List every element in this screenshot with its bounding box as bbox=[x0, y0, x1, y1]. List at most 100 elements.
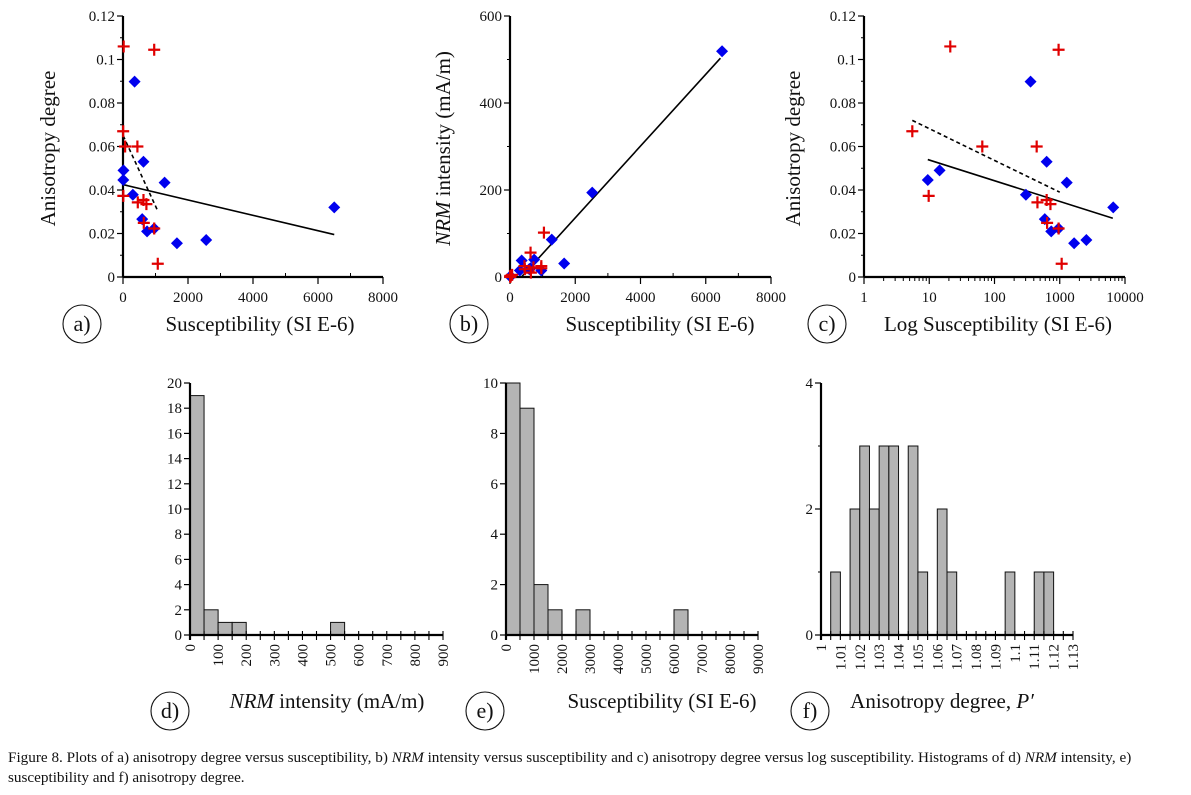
panel-label-circle bbox=[807, 304, 847, 344]
data-point-blue bbox=[128, 75, 141, 88]
y-tick-label: 10 bbox=[483, 376, 498, 392]
data-point-red bbox=[119, 140, 132, 153]
data-point-red bbox=[137, 216, 150, 229]
histogram-bar bbox=[1033, 571, 1045, 636]
data-point-blue bbox=[1080, 234, 1093, 247]
x-tick-label: 1.02 bbox=[853, 644, 869, 670]
y-tick-label: 600 bbox=[480, 9, 503, 25]
y-tick-label: 0 bbox=[849, 270, 857, 286]
data-point-blue bbox=[200, 234, 213, 247]
y-tick-label: 8 bbox=[175, 527, 183, 543]
x-tick-label: 1.03 bbox=[872, 644, 888, 670]
y-tick-label: 0.02 bbox=[89, 227, 115, 243]
y-axis-title-text: Anisotropy degree bbox=[781, 71, 805, 227]
data-point-red bbox=[976, 140, 989, 153]
histogram-bar bbox=[868, 508, 880, 636]
y-tick-label: 2 bbox=[175, 603, 183, 619]
data-point-blue bbox=[1024, 75, 1037, 88]
y-tick-label: 4 bbox=[491, 527, 499, 543]
data-point-red bbox=[117, 189, 130, 202]
data-point-red bbox=[1041, 216, 1054, 229]
x-axis-title-text: Anisotropy degree, bbox=[850, 689, 1016, 713]
x-tick-label: 0 bbox=[506, 290, 514, 306]
panel-label: b) bbox=[460, 311, 478, 336]
y-tick-label: 0 bbox=[491, 628, 499, 644]
y-tick-label: 6 bbox=[175, 552, 183, 568]
histogram-bar bbox=[830, 571, 841, 636]
chart-e: 0 2 4 6 8 10 0 1000 2000 3000 4000 5000 6000 7000 8000… bbox=[465, 376, 767, 731]
data-point-blue bbox=[513, 264, 526, 277]
x-axis-title: Susceptibility (SI E-6) bbox=[566, 312, 755, 336]
x-tick-label: 700 bbox=[380, 644, 396, 667]
y-tick-label: 0.12 bbox=[89, 9, 115, 25]
x-tick-label: 100 bbox=[983, 290, 1006, 306]
data-point-red bbox=[906, 125, 919, 138]
x-tick-label: 2000 bbox=[555, 644, 571, 674]
histogram-bar bbox=[505, 382, 521, 636]
x-tick-label: 1.08 bbox=[969, 644, 985, 670]
chart-c: 0 0.02 0.04 0.06 0.08 0.1 0.12 1 10 100 1000 10000 L… bbox=[781, 9, 1144, 344]
histogram-bar bbox=[330, 621, 346, 636]
histogram-bar bbox=[189, 395, 205, 636]
histogram-bar bbox=[1004, 571, 1016, 636]
x-tick-label: 200 bbox=[239, 644, 255, 667]
data-point-blue bbox=[328, 201, 341, 214]
x-tick-label: 3000 bbox=[583, 644, 599, 674]
histogram-bar bbox=[859, 445, 870, 636]
data-point-red bbox=[944, 40, 957, 53]
histogram-bar bbox=[907, 445, 919, 636]
x-tick-label: 100 bbox=[211, 644, 227, 667]
y-tick-label: 16 bbox=[167, 426, 183, 442]
data-point-blue bbox=[117, 164, 130, 177]
x-tick-label: 0 bbox=[119, 290, 127, 306]
caption-part: NRM bbox=[391, 749, 424, 766]
x-tick-label: 400 bbox=[295, 644, 311, 667]
data-point-blue bbox=[126, 188, 139, 201]
data-point-blue bbox=[921, 173, 934, 186]
x-axis-title: Susceptibility (SI E-6) bbox=[568, 689, 757, 713]
y-tick-label: 10 bbox=[167, 502, 182, 518]
y-tick-label: 0.04 bbox=[89, 183, 116, 199]
data-point-red bbox=[131, 140, 144, 153]
data-point-blue bbox=[1040, 155, 1053, 168]
x-tick-label: 600 bbox=[352, 644, 368, 667]
y-tick-label: 20 bbox=[167, 376, 182, 392]
data-point-blue bbox=[158, 176, 171, 189]
y-tick-label: 12 bbox=[167, 477, 182, 493]
x-tick-label: 10000 bbox=[1106, 290, 1144, 306]
panel-label: e) bbox=[476, 698, 493, 723]
y-tick-label: 200 bbox=[480, 183, 503, 199]
y-tick-label: 0.1 bbox=[96, 53, 115, 69]
histogram-bar bbox=[673, 609, 689, 636]
x-tick-label: 0 bbox=[183, 644, 199, 652]
trend-line-blue bbox=[122, 183, 335, 236]
figure-caption: Figure 8. Plots of a) anisotropy degree … bbox=[8, 748, 1188, 788]
x-tick-label: 900 bbox=[436, 644, 452, 667]
x-axis-title: Log Susceptibility (SI E-6) bbox=[884, 312, 1112, 336]
x-tick-label: 4000 bbox=[611, 644, 627, 674]
trend-line-blue bbox=[927, 158, 1114, 220]
data-point-red bbox=[151, 257, 164, 270]
x-axis-title-text: intensity (mA/m) bbox=[274, 689, 425, 713]
data-point-red bbox=[131, 196, 144, 209]
x-axis-title: Anisotropy degree, P′ bbox=[850, 689, 1034, 713]
x-tick-label: 1.06 bbox=[930, 644, 946, 671]
data-point-blue bbox=[117, 173, 130, 186]
x-tick-label: 6000 bbox=[691, 290, 721, 306]
trend-line-red bbox=[911, 119, 1061, 193]
y-tick-label: 2 bbox=[806, 502, 814, 518]
x-tick-label: 1000 bbox=[1045, 290, 1075, 306]
data-point-red bbox=[140, 198, 153, 211]
x-tick-label: 0 bbox=[499, 644, 515, 652]
x-axis-title: NRM intensity (mA/m) bbox=[229, 689, 425, 713]
data-point-red bbox=[148, 222, 161, 235]
y-axis-title-italic: NRM bbox=[431, 200, 455, 247]
panel-label-circle bbox=[465, 691, 505, 731]
y-tick-label: 0 bbox=[175, 628, 183, 644]
chart-a: 0 0.02 0.04 0.06 0.08 0.1 0.12 0 2000 4000 6000 800… bbox=[36, 9, 398, 344]
y-tick-label: 0.06 bbox=[830, 140, 857, 156]
x-tick-label: 1.07 bbox=[950, 644, 966, 671]
chart-f: 0 2 4 1 1.01 1.02 1.03 1.04 1.05 1.06 1.07 1.08 1.09… bbox=[790, 376, 1082, 731]
y-axis-title: Anisotropy degree bbox=[781, 71, 805, 227]
